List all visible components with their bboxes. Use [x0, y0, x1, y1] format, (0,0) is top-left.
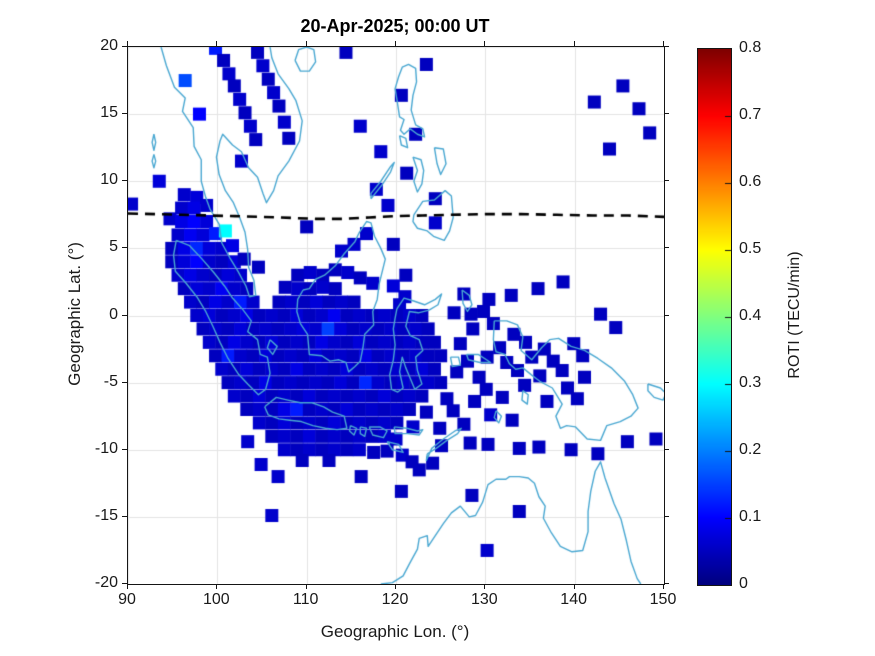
tick-mark	[216, 584, 217, 589]
x-tick-label: 140	[560, 591, 588, 608]
tick-mark	[306, 584, 307, 589]
tick-mark	[664, 449, 669, 450]
tick-mark	[122, 516, 127, 517]
x-tick-label: 110	[292, 591, 319, 608]
colorbar-tick-label: 0.4	[739, 307, 762, 324]
y-tick-label: 0	[109, 305, 118, 323]
colorbar-tick-label: 0.2	[739, 441, 762, 458]
tick-mark	[122, 180, 127, 181]
x-tick-label: 90	[118, 591, 136, 608]
tick-mark	[664, 46, 669, 47]
x-tick-label: 130	[470, 591, 498, 608]
plot-area	[127, 46, 665, 585]
y-tick-label: -20	[94, 574, 118, 591]
y-tick-label: 20	[100, 37, 118, 54]
tick-mark	[484, 41, 485, 46]
tick-mark	[664, 382, 669, 383]
tick-mark	[122, 46, 127, 47]
y-tick-label: -5	[103, 372, 118, 390]
map-plot-canvas	[128, 47, 664, 584]
tick-mark	[306, 41, 307, 46]
tick-mark	[395, 41, 396, 46]
tick-mark	[122, 449, 127, 450]
tick-mark	[664, 516, 669, 517]
tick-mark	[663, 41, 664, 46]
tick-mark	[664, 113, 669, 114]
tick-mark	[127, 41, 128, 46]
colorbar	[697, 48, 732, 586]
x-tick-label: 150	[649, 591, 677, 608]
tick-mark	[664, 247, 669, 248]
colorbar-label: ROTI (TECU/min)	[786, 251, 803, 379]
x-tick-label: 100	[202, 591, 230, 608]
tick-mark	[122, 113, 127, 114]
colorbar-tick-label: 0.7	[739, 106, 762, 123]
tick-mark	[664, 180, 669, 181]
y-tick-label: 10	[100, 171, 118, 189]
tick-mark	[122, 315, 127, 316]
x-tick-label: 120	[381, 591, 409, 608]
tick-mark	[127, 584, 128, 589]
tick-mark	[574, 41, 575, 46]
colorbar-tick-label: 0	[739, 575, 748, 592]
tick-mark	[122, 382, 127, 383]
tick-mark	[574, 584, 575, 589]
colorbar-gradient-canvas	[698, 49, 731, 585]
y-axis-label: Geographic Lat. (°)	[65, 242, 84, 386]
colorbar-tick-label: 0.6	[739, 173, 762, 190]
tick-mark	[664, 315, 669, 316]
x-axis-label: Geographic Lon. (°)	[320, 622, 470, 641]
y-tick-label: 5	[109, 238, 118, 256]
colorbar-tick-label: 0.3	[739, 374, 762, 391]
y-tick-label: -15	[94, 506, 118, 524]
tick-mark	[395, 584, 396, 589]
tick-mark	[663, 584, 664, 589]
figure-title: 20-Apr-2025; 00:00 UT	[300, 16, 490, 36]
y-tick-label: 15	[100, 104, 118, 122]
tick-mark	[664, 583, 669, 584]
y-tick-label: -10	[94, 439, 118, 457]
colorbar-tick-label: 0.5	[739, 240, 762, 257]
colorbar-tick-label: 0.8	[739, 39, 762, 56]
tick-mark	[484, 584, 485, 589]
tick-mark	[122, 247, 127, 248]
colorbar-tick-label: 0.1	[739, 508, 762, 525]
tick-mark	[122, 583, 127, 584]
tick-mark	[216, 41, 217, 46]
